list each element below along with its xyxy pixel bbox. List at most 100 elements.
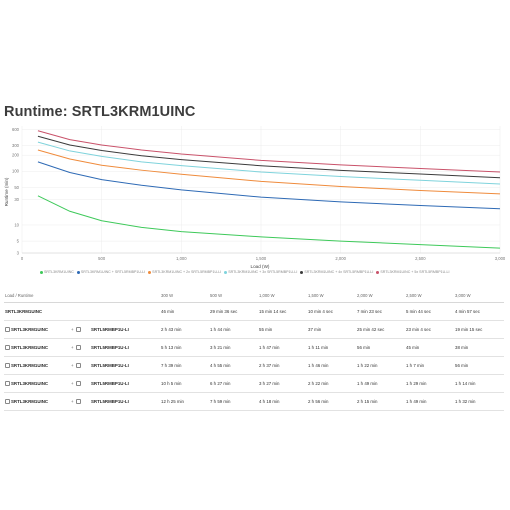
- legend-swatch-icon: [76, 270, 80, 274]
- runtime-cell: 1 h 47 min: [258, 338, 307, 357]
- series-line-3: [37, 149, 501, 195]
- y-tick-label: 600: [12, 127, 20, 132]
- runtime-cell: 29 min 36 sec: [209, 302, 258, 321]
- runtime-cell: 1 h 22 min: [356, 356, 405, 375]
- ups-model-cell: SRTL3KRM1UINC: [4, 302, 160, 321]
- legend-item[interactable]: SRTL3KRM1UINC + 4x SRTL5RMBP1U-LI: [300, 270, 373, 274]
- legend-label: SRTL3KRM1UINC + 5x SRTL5RMBP1U-LI: [380, 270, 450, 274]
- runtime-cell: 2 h 15 min: [356, 392, 405, 411]
- runtime-cell: 1 h 49 min: [405, 392, 454, 411]
- x-tick-label: 3,000: [495, 256, 506, 261]
- runtime-cell: 46 min: [160, 302, 209, 321]
- y-tick-label: 5: [17, 239, 20, 244]
- runtime-cell: 5 min 44 sec: [405, 302, 454, 321]
- battery-model-cell: SRTL5RMBP1U-LI: [90, 374, 160, 393]
- ups-model-label: SRTL3KRM1UINC: [11, 362, 49, 368]
- plus-icon: +: [71, 344, 74, 350]
- runtime-cell: 10 min 4 sec: [307, 302, 356, 321]
- plus-icon: +: [71, 398, 74, 404]
- runtime-cell: 37 min: [307, 320, 356, 339]
- runtime-cell: 38 min: [454, 338, 504, 357]
- runtime-cell: 23 min 4 sec: [405, 320, 454, 339]
- series-line-2: [37, 161, 501, 210]
- runtime-cell: 4 h 55 min: [209, 356, 258, 375]
- ups-unit-icon: [5, 345, 10, 351]
- legend-item[interactable]: SRTL3KRM1UINC + 3x SRTL5RMBP1U-LI: [224, 270, 297, 274]
- y-axis-ticks: 600 300 200 100 50 30 10 5 3: [12, 127, 20, 255]
- x-axis-ticks: 0 500 1,000 1,500 2,000 2,500 3,000: [21, 256, 506, 261]
- runtime-cell: 2 h 56 min: [307, 392, 356, 411]
- y-tick-label: 3: [17, 250, 20, 255]
- ups-model-cell: SRTL3KRM1UINC: [4, 320, 68, 339]
- battery-model-cell: SRTL5RMBP1U-LI: [90, 356, 160, 375]
- ups-model-cell: SRTL3KRM1UINC: [4, 374, 68, 393]
- table-row: SRTL3KRM1UINC + SRTL5RMBP1U-LI 2 h 43 min 1 …: [4, 320, 504, 339]
- battery-model-cell: SRTL5RMBP1U-LI: [90, 392, 160, 411]
- plus-cell: +: [68, 392, 90, 411]
- ups-model-cell: SRTL3KRM1UINC: [4, 338, 68, 357]
- runtime-cell: 1 h 32 min: [454, 392, 504, 411]
- legend-swatch-icon: [40, 270, 43, 274]
- table-header-cell: 500 W: [209, 289, 258, 303]
- runtime-cell: 2 h 22 min: [307, 374, 356, 393]
- table-header-cell: 2,500 W: [405, 289, 454, 303]
- plus-icon: +: [71, 362, 74, 368]
- table-header-cell: 1,000 W: [258, 289, 307, 303]
- chart-legend: SRTL3KRM1UINC SRTL3KRM1UINC + SRTL5RMBP1U…: [40, 270, 480, 274]
- runtime-cell: 1 h 7 min: [405, 356, 454, 375]
- ups-model-label: SRTL3KRM1UINC: [11, 398, 49, 404]
- battery-pack-icon: [75, 363, 81, 369]
- battery-pack-icon: [75, 381, 81, 387]
- series-line-4: [37, 141, 501, 185]
- runtime-cell: 1 h 14 min: [454, 374, 504, 393]
- ups-model-label: SRTL3KRM1UINC: [11, 326, 49, 332]
- table-row: SRTL3KRM1UINC + SRTL5RMBP1U-LI 10 h 5 min 6 …: [4, 374, 504, 393]
- legend-item[interactable]: SRTL3KRM1UINC: [40, 270, 74, 274]
- legend-item[interactable]: SRTL3KRM1UINC + SRTL5RMBP1U-LI: [76, 270, 146, 274]
- runtime-chart: 600 300 200 100 50 30 10 5 3 0 500 1,000 1,500 2,000…: [4, 126, 506, 269]
- table-row: SRTL3KRM1UINC + SRTL5RMBP1U-LI 5 h 13 min 3 …: [4, 338, 504, 357]
- legend-swatch-icon: [224, 270, 228, 274]
- battery-pack-icon: [75, 399, 81, 405]
- ups-unit-icon: [5, 381, 10, 387]
- legend-label: SRTL3KRM1UINC + 3x SRTL5RMBP1U-LI: [228, 270, 298, 274]
- legend-label: SRTL3KRM1UINC + SRTL5RMBP1U-LI: [80, 270, 146, 274]
- battery-model-cell: SRTL5RMBP1U-LI: [90, 338, 160, 357]
- runtime-cell: 3 h 27 min: [258, 374, 307, 393]
- battery-pack-icon: [75, 327, 81, 333]
- runtime-cell: 6 h 27 min: [209, 374, 258, 393]
- runtime-cell: 56 min: [356, 338, 405, 357]
- table-body: SRTL3KRM1UINC 46 min 29 min 36 sec 15 min 1…: [4, 302, 504, 411]
- runtime-cell: 3 h 21 min: [209, 338, 258, 357]
- runtime-cell: 15 min 14 sec: [258, 302, 307, 321]
- plus-cell: +: [68, 338, 90, 357]
- runtime-cell: 1 h 29 min: [405, 374, 454, 393]
- y-tick-label: 100: [12, 169, 20, 174]
- runtime-cell: 7 h 39 min: [160, 356, 209, 375]
- table-header-cell: [68, 289, 90, 303]
- legend-label: SRTL3KRM1UINC + 2x SRTL5RMBP1U-LI: [152, 270, 222, 274]
- y-tick-label: 50: [14, 185, 19, 190]
- table-header-cell: 2,000 W: [356, 289, 405, 303]
- runtime-table: Load / Runtime 300 W 500 W 1,000 W 1,500 W 2,…: [4, 289, 504, 411]
- battery-model-cell: SRTL5RMBP1U-LI: [90, 320, 160, 339]
- runtime-cell: 7 min 23 sec: [356, 302, 405, 321]
- runtime-cell: 12 h 25 min: [160, 392, 209, 411]
- legend-item[interactable]: SRTL3KRM1UINC + 2x SRTL5RMBP1U-LI: [148, 270, 221, 274]
- x-tick-label: 2,500: [415, 256, 426, 261]
- x-tick-label: 0: [21, 256, 24, 261]
- legend-item[interactable]: SRTL3KRM1UINC + 5x SRTL5RMBP1U-LI: [376, 270, 449, 274]
- y-tick-label: 10: [14, 222, 19, 227]
- series-line-5: [37, 135, 501, 179]
- runtime-cell: 2 h 43 min: [160, 320, 209, 339]
- table-header-row: Load / Runtime 300 W 500 W 1,000 W 1,500 W 2,…: [4, 289, 504, 303]
- chart-grid: [21, 126, 501, 254]
- page-title: Runtime: SRTL3KRM1UINC: [4, 104, 196, 120]
- ups-unit-icon: [5, 363, 10, 369]
- battery-pack-icon: [75, 345, 81, 351]
- y-tick-label: 300: [12, 143, 20, 148]
- x-tick-label: 500: [98, 256, 106, 261]
- runtime-cell: 1 h 11 min: [307, 338, 356, 357]
- ups-unit-icon: [5, 399, 10, 405]
- plus-cell: +: [68, 374, 90, 393]
